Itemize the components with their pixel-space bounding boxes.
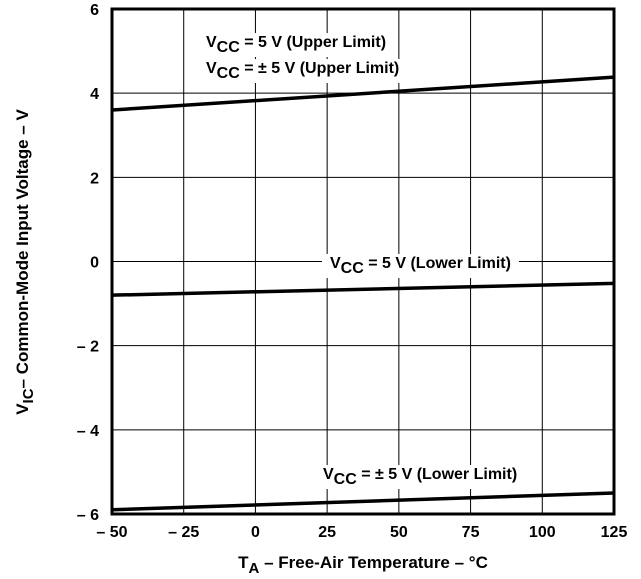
annotation-label: VCC = 5 V (Lower Limit) [330, 255, 511, 277]
x-axis-label-subscript: A [249, 560, 260, 577]
y-axis-label: VIC– Common-Mode Input Voltage – V [13, 109, 37, 415]
x-tick-label: – 25 [168, 524, 199, 541]
y-tick-label: 4 [90, 86, 99, 103]
x-tick-label: 100 [529, 524, 556, 541]
x-tick-label: – 50 [96, 524, 127, 541]
x-tick-label: 25 [318, 524, 336, 541]
annotation-group: VCC = ± 5 V (Lower Limit) [315, 465, 526, 489]
annotation-background [198, 59, 408, 83]
x-tick-label: 75 [462, 524, 480, 541]
y-tick-label: – 6 [77, 507, 99, 524]
x-tick-label: 50 [390, 524, 408, 541]
annotation-label: VCC = ± 5 V (Upper Limit) [206, 60, 399, 82]
series-line [111, 491, 615, 512]
y-tick-label: 6 [90, 2, 99, 19]
y-tick-label: – 2 [77, 339, 99, 356]
x-tick-labels: – 50 – 25 0 25 50 75 100 125 [96, 524, 627, 541]
y-axis-label-subscript: IC [20, 388, 37, 403]
annotation-group: VCC = ± 5 V (Upper Limit) [198, 59, 408, 83]
x-tick-label: 125 [601, 524, 628, 541]
y-tick-labels: – 6 – 4 – 2 0 2 4 6 [77, 2, 99, 524]
series-line [111, 75, 615, 112]
y-tick-label: 0 [90, 255, 99, 272]
annotation-label: VCC = ± 5 V (Lower Limit) [323, 466, 517, 488]
annotation-background [322, 254, 519, 278]
chart-series-group [111, 75, 615, 512]
series-line [111, 281, 615, 297]
chart-annotations: VCC = 5 V (Upper Limit) VCC = ± 5 V (Uppe… [198, 33, 526, 489]
annotation-group: VCC = 5 V (Lower Limit) [322, 254, 519, 278]
annotation-label: VCC = 5 V (Upper Limit) [206, 34, 386, 56]
annotation-group: VCC = 5 V (Upper Limit) [198, 33, 395, 57]
annotation-background [198, 33, 395, 57]
plot-frame [110, 7, 616, 516]
y-tick-label: 2 [90, 170, 99, 187]
annotation-background [315, 465, 526, 489]
x-axis-label: TA – Free-Air Temperature – °C [238, 553, 488, 577]
x-tick-label: 0 [251, 524, 260, 541]
y-tick-label: – 4 [77, 423, 99, 440]
